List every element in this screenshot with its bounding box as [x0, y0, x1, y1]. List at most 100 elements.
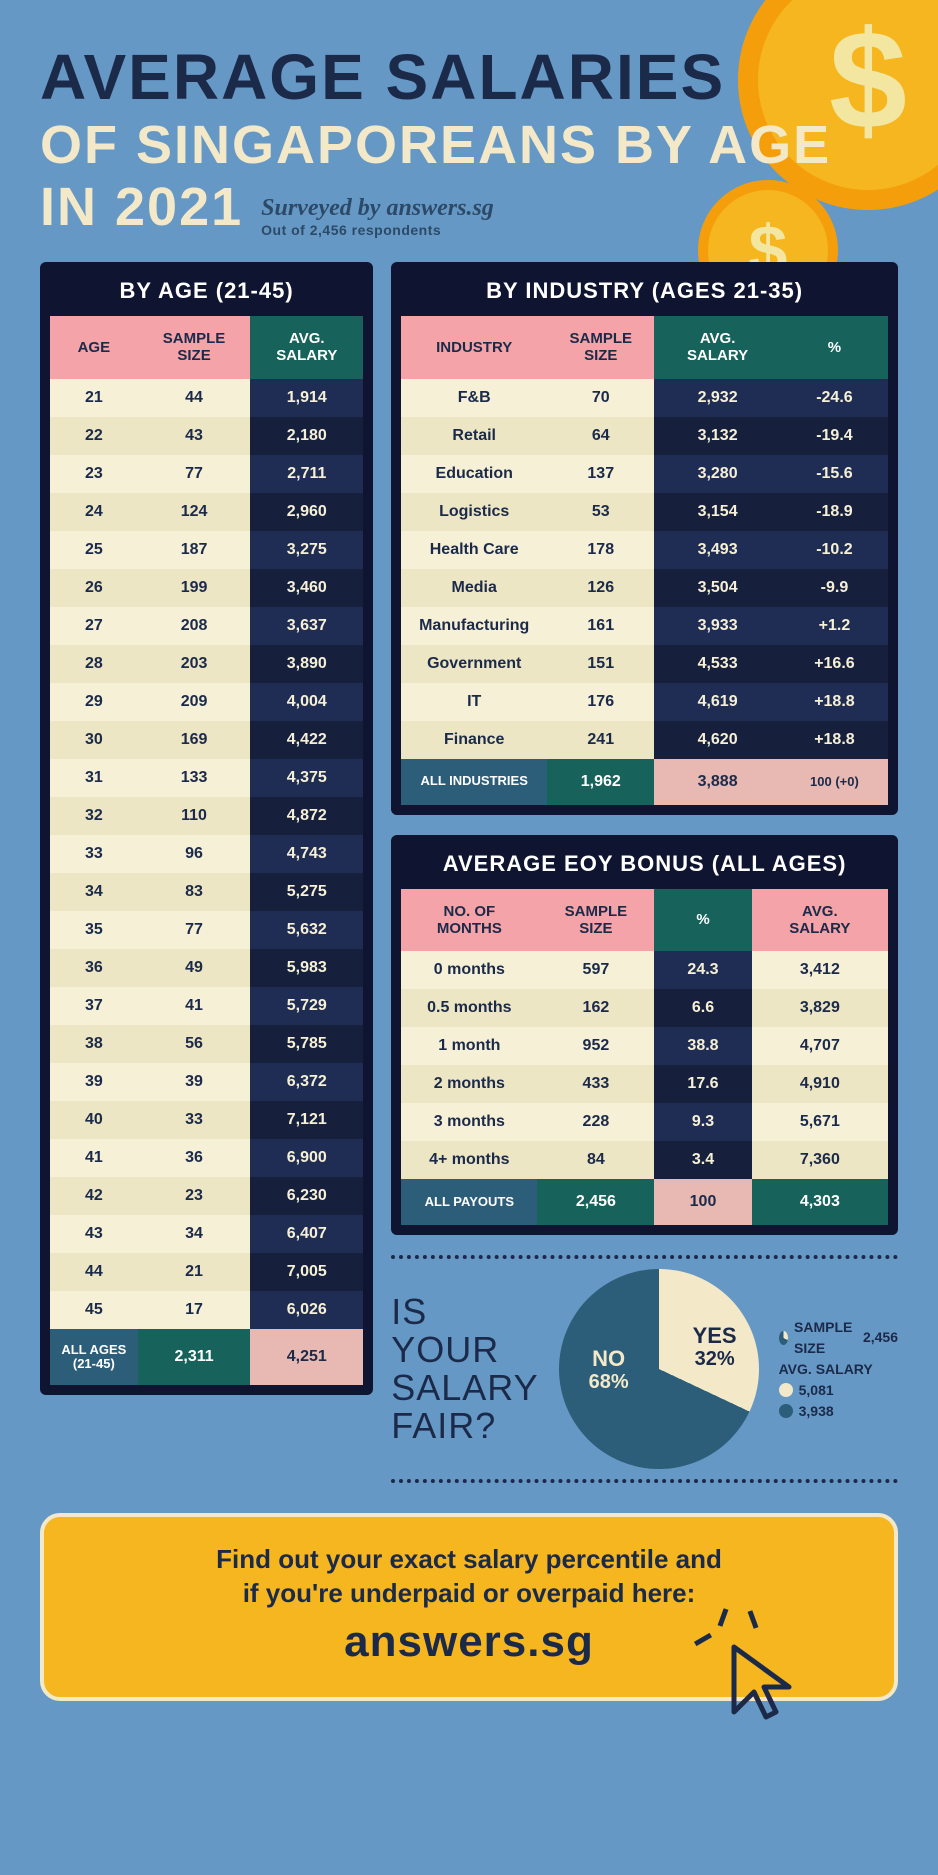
size-cell: 17	[138, 1291, 251, 1329]
table-row: Health Care1783,493-10.2	[401, 531, 888, 569]
ind-total-pct: 100 (+0)	[781, 759, 888, 805]
age-cell: 40	[50, 1101, 138, 1139]
salary-cell: 3,829	[752, 989, 888, 1027]
pct-cell: -18.9	[781, 493, 888, 531]
salary-cell: 4,707	[752, 1027, 888, 1065]
table-row: 3 months2289.35,671	[401, 1103, 888, 1141]
salary-header: AVG. SALARY	[250, 316, 363, 379]
size-cell: 126	[547, 569, 654, 607]
title-line1: AVERAGE SALARIES	[40, 40, 898, 114]
bonus-salary-header: AVG. SALARY	[752, 889, 888, 952]
size-cell: 36	[138, 1139, 251, 1177]
table-row: 4+ months843.47,360	[401, 1141, 888, 1179]
salary-cell: 2,711	[250, 455, 363, 493]
by-age-panel: BY AGE (21-45) AGE SAMPLE SIZE AVG. SALA…	[40, 262, 373, 1395]
pct-cell: +18.8	[781, 683, 888, 721]
ind-salary-header: AVG. SALARY	[654, 316, 781, 379]
salary-fair-section: IS YOUR SALARY FAIR? NO 68% YES 32% SAMP…	[391, 1255, 898, 1483]
sample-header: SAMPLE SIZE	[138, 316, 251, 379]
age-cell: 32	[50, 797, 138, 835]
legend-avg-title: AVG. SALARY	[779, 1359, 898, 1380]
size-cell: 53	[547, 493, 654, 531]
age-cell: 45	[50, 1291, 138, 1329]
salary-cell: 6,026	[250, 1291, 363, 1329]
size-cell: 33	[138, 1101, 251, 1139]
table-row: 272083,637	[50, 607, 363, 645]
salary-cell: 3,890	[250, 645, 363, 683]
table-row: 0 months59724.33,412	[401, 951, 888, 989]
size-cell: 169	[138, 721, 251, 759]
age-cell: 24	[50, 493, 138, 531]
ind-sample-header: SAMPLE SIZE	[547, 316, 654, 379]
by-age-title: BY AGE (21-45)	[50, 272, 363, 316]
size-cell: 151	[547, 645, 654, 683]
pct-cell: -19.4	[781, 417, 888, 455]
size-cell: 77	[138, 911, 251, 949]
salary-cell: 3,637	[250, 607, 363, 645]
table-row: 311334,375	[50, 759, 363, 797]
industry-cell: IT	[401, 683, 547, 721]
table-row: 0.5 months1626.63,829	[401, 989, 888, 1027]
months-cell: 3 months	[401, 1103, 537, 1141]
size-cell: 137	[547, 455, 654, 493]
legend-value-a: 5,081	[799, 1380, 834, 1401]
industry-header: INDUSTRY	[401, 316, 547, 379]
age-cell: 31	[50, 759, 138, 797]
table-row: 321104,872	[50, 797, 363, 835]
table-row: 38565,785	[50, 1025, 363, 1063]
size-cell: 133	[138, 759, 251, 797]
bonus-pct-header: %	[654, 889, 751, 952]
salary-cell: 7,121	[250, 1101, 363, 1139]
age-cell: 22	[50, 417, 138, 455]
bonus-sample-header: SAMPLE SIZE	[537, 889, 654, 952]
table-row: 301694,422	[50, 721, 363, 759]
age-cell: 23	[50, 455, 138, 493]
size-cell: 209	[138, 683, 251, 721]
ind-total-salary: 3,888	[654, 759, 781, 805]
salary-cell: 4,743	[250, 835, 363, 873]
age-cell: 21	[50, 379, 138, 417]
pct-cell: -9.9	[781, 569, 888, 607]
months-header: NO. OF MONTHS	[401, 889, 537, 952]
table-row: 282033,890	[50, 645, 363, 683]
salary-cell: 6,372	[250, 1063, 363, 1101]
title-line2: OF SINGAPOREANS BY AGE	[40, 114, 898, 176]
pct-cell: -10.2	[781, 531, 888, 569]
age-header: AGE	[50, 316, 138, 379]
industry-cell: Retail	[401, 417, 547, 455]
table-row: Media1263,504-9.9	[401, 569, 888, 607]
legend-sample-value: 2,456	[863, 1327, 898, 1348]
table-row: 35775,632	[50, 911, 363, 949]
pct-cell: -15.6	[781, 455, 888, 493]
table-row: 41366,900	[50, 1139, 363, 1177]
size-cell: 208	[138, 607, 251, 645]
pct-cell: +1.2	[781, 607, 888, 645]
bonus-title: AVERAGE EOY BONUS (ALL AGES)	[401, 845, 888, 889]
size-cell: 241	[547, 721, 654, 759]
salary-cell: 6,900	[250, 1139, 363, 1177]
salary-cell: 2,932	[654, 379, 781, 417]
size-cell: 83	[138, 873, 251, 911]
size-cell: 228	[537, 1103, 654, 1141]
table-row: 34835,275	[50, 873, 363, 911]
cursor-click-icon	[714, 1627, 814, 1727]
industry-cell: Education	[401, 455, 547, 493]
salary-cell: 3,275	[250, 531, 363, 569]
age-cell: 34	[50, 873, 138, 911]
age-cell: 38	[50, 1025, 138, 1063]
sample-swatch-icon	[779, 1331, 788, 1345]
bonus-panel: AVERAGE EOY BONUS (ALL AGES) NO. OF MONT…	[391, 835, 898, 1236]
size-cell: 64	[547, 417, 654, 455]
salary-cell: 4,375	[250, 759, 363, 797]
industry-cell: Finance	[401, 721, 547, 759]
legend-swatch-yes-icon	[779, 1383, 793, 1397]
age-total-salary: 4,251	[250, 1329, 363, 1386]
cta-banner[interactable]: Find out your exact salary percentile an…	[40, 1513, 898, 1701]
salary-cell: 1,914	[250, 379, 363, 417]
age-total-label: ALL AGES (21-45)	[50, 1329, 138, 1386]
table-row: F&B702,932-24.6	[401, 379, 888, 417]
salary-cell: 3,493	[654, 531, 781, 569]
table-row: Manufacturing1613,933+1.2	[401, 607, 888, 645]
size-cell: 96	[138, 835, 251, 873]
size-cell: 124	[138, 493, 251, 531]
